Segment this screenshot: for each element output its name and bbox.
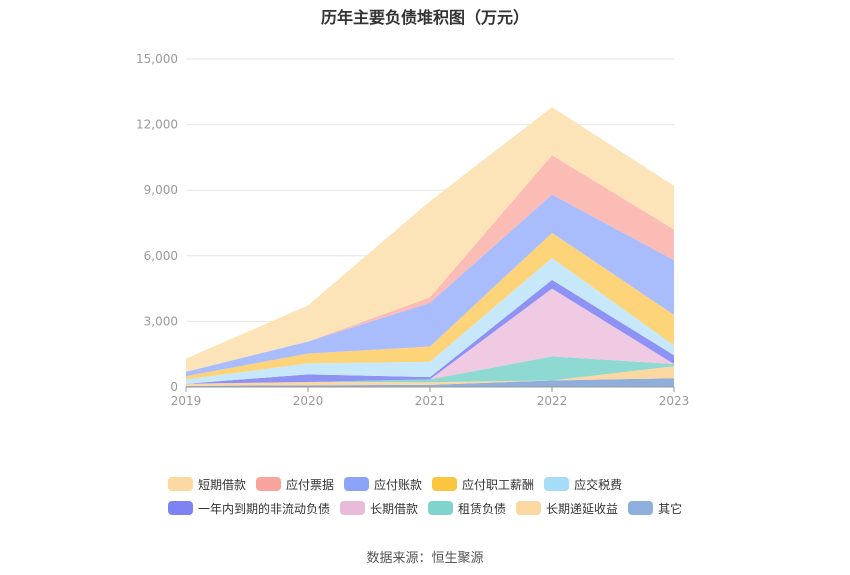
legend-item-notes-payable[interactable]: 应付票据 [256, 476, 334, 493]
y-tick-label: 12,000 [136, 118, 178, 132]
chart-title: 历年主要负债堆积图（万元） [320, 8, 529, 27]
legend-item-short-term-loans[interactable]: 短期借款 [168, 476, 246, 493]
stacked-area-chart: 2019 2020 2021 2022 2023 0 3,000 6,000 9,000 12,… [136, 52, 690, 408]
legend-label: 应交税费 [574, 477, 623, 492]
area-应付账款 [186, 194, 674, 377]
legend-swatch [344, 477, 370, 491]
legend-item-taxes-payable[interactable]: 应交税费 [544, 476, 622, 493]
legend-label: 租赁负债 [458, 501, 507, 516]
legend-item-current-noncurrent[interactable]: 一年内到期的非流动负债 [168, 500, 330, 517]
x-tick-label: 2021 [415, 394, 446, 408]
area-短期借款 [186, 107, 674, 372]
legend-item-long-term-loans[interactable]: 长期借款 [340, 500, 418, 517]
y-tick-label: 6,000 [144, 249, 178, 263]
x-axis: 2019 2020 2021 2022 2023 [171, 386, 690, 408]
legend-item-other[interactable]: 其它 [628, 500, 682, 517]
data-source: 数据来源：恒生聚源 [366, 551, 484, 566]
area-长期借款 [186, 288, 674, 384]
legend-label: 应付票据 [286, 477, 335, 492]
legend: 短期借款 应付票据 应付账款 应付职工薪酬 应交税费 一年内到期的非流动负债 长… [168, 472, 728, 520]
area-series [186, 107, 674, 387]
legend-row-1: 短期借款 应付票据 应付账款 应付职工薪酬 应交税费 [168, 472, 728, 496]
area-长期递延收益 [186, 366, 674, 386]
legend-swatch [544, 477, 570, 491]
legend-label: 短期借款 [198, 477, 247, 492]
legend-label: 长期借款 [370, 501, 419, 516]
legend-swatch [628, 501, 654, 515]
legend-item-employee-pay[interactable]: 应付职工薪酬 [432, 476, 534, 493]
y-tick-label: 15,000 [136, 52, 178, 66]
area-租赁负债 [186, 356, 674, 384]
legend-swatch [432, 477, 458, 491]
y-tick-label: 9,000 [144, 183, 178, 197]
area-应付职工薪酬 [186, 232, 674, 380]
legend-swatch [516, 501, 542, 515]
legend-row-2: 一年内到期的非流动负债 长期借款 租赁负债 长期递延收益 其它 [168, 496, 728, 520]
legend-item-accounts-payable[interactable]: 应付账款 [344, 476, 422, 493]
x-tick-label: 2022 [537, 394, 568, 408]
legend-label: 应付账款 [374, 477, 423, 492]
x-tick-label: 2019 [171, 394, 202, 408]
x-tick-label: 2020 [293, 394, 324, 408]
legend-swatch [256, 477, 282, 491]
legend-swatch [340, 501, 366, 515]
legend-item-lease-liabilities[interactable]: 租赁负债 [428, 500, 506, 517]
y-tick-label: 0 [170, 380, 178, 394]
legend-swatch [168, 477, 193, 491]
y-axis: 0 3,000 6,000 9,000 12,000 15,000 [136, 52, 178, 394]
legend-label: 其它 [658, 501, 683, 516]
y-tick-label: 3,000 [144, 314, 178, 328]
legend-label: 应付职工薪酬 [462, 477, 535, 492]
legend-swatch [168, 501, 193, 515]
legend-swatch [428, 501, 454, 515]
x-tick-label: 2023 [659, 394, 690, 408]
legend-item-deferred-income[interactable]: 长期递延收益 [516, 500, 618, 517]
legend-label: 长期递延收益 [546, 501, 619, 516]
legend-label: 一年内到期的非流动负债 [198, 501, 331, 516]
